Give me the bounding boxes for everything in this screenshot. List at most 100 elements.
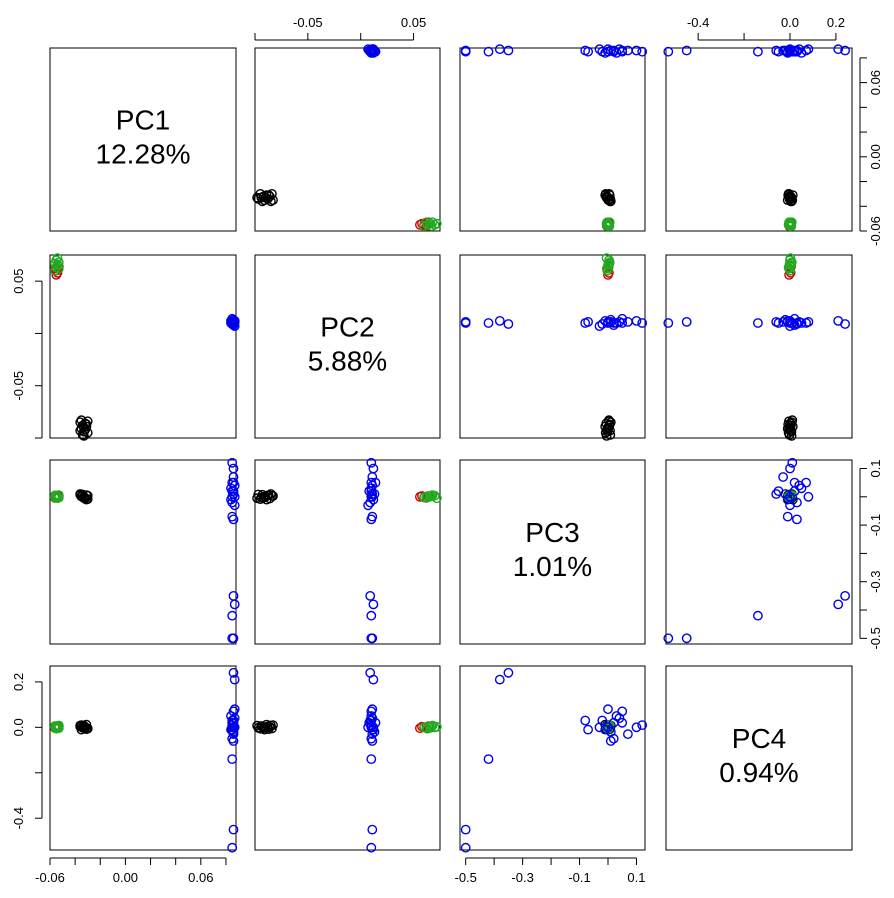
- data-point: [801, 477, 811, 488]
- data-point: [367, 729, 378, 739]
- tick-label: -0.3: [511, 870, 533, 885]
- data-point: [637, 318, 648, 328]
- panel-frame: [665, 254, 853, 439]
- data-point: [419, 722, 429, 732]
- data-point: [79, 430, 89, 441]
- data-point: [792, 514, 802, 525]
- tick-label: -0.4: [687, 15, 709, 30]
- data-point: [227, 724, 238, 735]
- data-point: [228, 824, 239, 835]
- tick-label: -0.3: [868, 571, 883, 593]
- data-point: [79, 493, 89, 504]
- data-point: [631, 45, 642, 56]
- data-point: [603, 704, 613, 715]
- data-point: [782, 494, 793, 505]
- data-point: [833, 44, 844, 55]
- data-point: [419, 492, 429, 503]
- bottom-axis-pc3: -0.5 -0.3 -0.1 0.1: [454, 857, 646, 885]
- tick-label: 0.05: [11, 268, 26, 293]
- data-point: [778, 45, 788, 56]
- data-point: [603, 195, 614, 206]
- data-point: [76, 491, 87, 502]
- data-point: [419, 221, 429, 232]
- variance-label: 1.01%: [513, 551, 592, 582]
- tick-label: -0.5: [868, 627, 883, 649]
- panel-pc4-pc3: [459, 665, 648, 853]
- data-point: [583, 316, 593, 327]
- panel-frame: [254, 665, 441, 851]
- data-point: [605, 45, 616, 56]
- data-point: [460, 318, 471, 328]
- left-axis-pc4: -0.4 0.0 0.2: [11, 673, 43, 829]
- panel-frame: [49, 254, 237, 439]
- tick-label: -0.05: [11, 371, 26, 401]
- data-point: [623, 729, 633, 739]
- data-point: [789, 477, 800, 488]
- right-axis-pc3: -0.5 -0.3 -0.1 0.1: [859, 459, 883, 650]
- data-point: [229, 599, 240, 610]
- data-point: [368, 674, 379, 685]
- data-point: [631, 315, 642, 326]
- data-point: [784, 269, 794, 280]
- data-point: [602, 265, 613, 276]
- data-point: [785, 418, 796, 429]
- data-point: [785, 500, 795, 511]
- data-point: [792, 318, 802, 328]
- tick-label: 0.1: [627, 870, 645, 885]
- data-point: [228, 736, 239, 746]
- panel-pc3-pc1: [49, 457, 240, 645]
- data-point: [603, 259, 614, 270]
- panel-frame: [49, 665, 237, 851]
- data-point: [252, 720, 263, 731]
- tick-label: 0.05: [401, 15, 426, 30]
- data-point: [503, 319, 514, 329]
- data-point: [460, 842, 471, 853]
- data-point: [803, 316, 814, 327]
- data-point: [483, 318, 494, 328]
- data-point: [367, 511, 378, 522]
- variance-label: 5.88%: [308, 346, 387, 377]
- data-point: [771, 316, 782, 327]
- data-point: [51, 269, 62, 280]
- data-point: [367, 45, 378, 56]
- data-point: [608, 733, 619, 744]
- data-point: [494, 44, 505, 55]
- data-point: [425, 491, 436, 502]
- data-point: [368, 463, 379, 474]
- data-point: [366, 754, 377, 764]
- data-point: [363, 500, 373, 511]
- data-point: [840, 591, 850, 601]
- right-axis-pc1: -0.06 0.00 0.06: [859, 57, 883, 246]
- data-point: [79, 720, 89, 731]
- data-point: [52, 253, 63, 264]
- panel-frame: [459, 47, 646, 232]
- data-point: [604, 416, 614, 427]
- data-point: [594, 321, 605, 331]
- data-point: [617, 313, 628, 324]
- panel-frame: [254, 459, 441, 645]
- data-point: [840, 45, 850, 56]
- data-point: [227, 754, 238, 764]
- data-point: [786, 430, 797, 441]
- data-point: [753, 46, 763, 57]
- panel-frame: [49, 47, 237, 232]
- data-point: [494, 315, 505, 326]
- tick-label: 0.0: [781, 15, 799, 30]
- data-point: [631, 722, 642, 733]
- data-point: [366, 457, 377, 468]
- data-point: [52, 722, 63, 733]
- data-point: [367, 489, 378, 499]
- panel-pc3-pc4: [663, 457, 853, 645]
- data-point: [803, 44, 814, 55]
- data-point: [753, 318, 763, 328]
- panel-frame: [665, 47, 853, 232]
- tick-label: -0.06: [868, 216, 883, 246]
- data-point: [227, 457, 238, 468]
- data-point: [778, 316, 788, 327]
- data-point: [594, 722, 605, 733]
- panel-pc1-pc2: [252, 44, 442, 232]
